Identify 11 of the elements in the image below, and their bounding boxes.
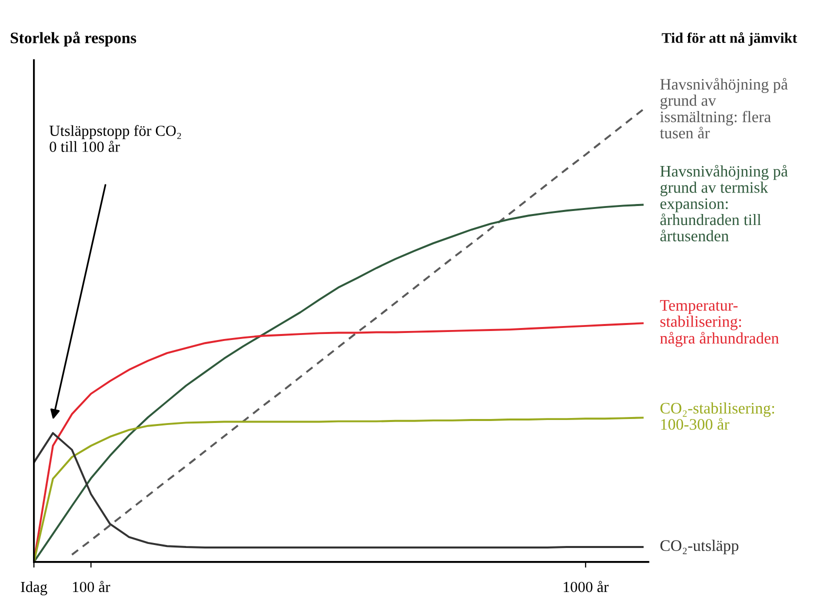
annotation: Utsläppstopp för CO₂ 0 till 100 år: [49, 125, 181, 152]
y-axis-title: Storlek på respons: [10, 32, 136, 47]
series-label: Temperatur- stabilisering: några århundraden: [660, 300, 779, 347]
series-label: CO₂-utsläpp: [660, 540, 738, 554]
legend-title: Tid för att nå jämvikt: [662, 32, 798, 46]
series-label: CO₂-stabilisering: 100-300 år: [660, 402, 774, 430]
x-tick-label: 100 år: [73, 580, 110, 592]
x-tick-label: 1000 år: [564, 580, 609, 592]
series-label: Havsnivåhöjning på grund av issmältning: flera tusen år: [660, 78, 788, 138]
x-tick-label: Idag: [20, 581, 48, 596]
series-label: Havsnivåhöjning på grund av termisk expansion: århundraden till årtusenden: [660, 164, 788, 242]
